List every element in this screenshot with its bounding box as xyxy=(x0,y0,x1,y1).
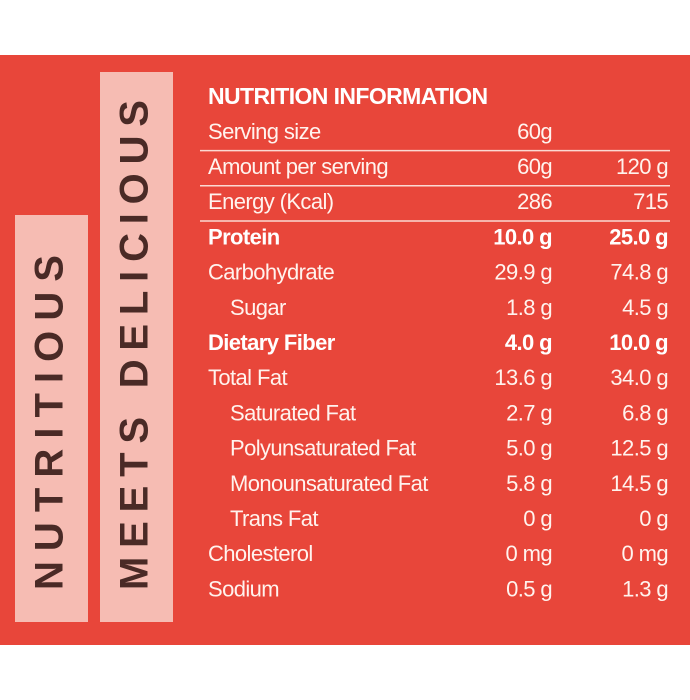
row-value: 34.0 g xyxy=(610,365,668,390)
row-label: Energy (Kcal) xyxy=(208,189,333,214)
row-value: 715 xyxy=(633,189,668,214)
row-label: Saturated Fat xyxy=(230,400,356,425)
row-label: Carbohydrate xyxy=(208,260,334,285)
row-value: 0 g xyxy=(523,506,552,531)
row-value: 5.0 g xyxy=(506,436,552,461)
row-value: 60g xyxy=(517,119,552,144)
row-value: 4.5 g xyxy=(622,295,668,320)
table: Serving size 60g Amount per serving 60g 120 … xyxy=(200,119,670,601)
row-value: 4.0 g xyxy=(505,330,552,355)
row-value: 14.5 g xyxy=(610,471,668,496)
row-label: Dietary Fiber xyxy=(208,330,336,355)
row-value: 286 xyxy=(517,189,552,214)
row-value: 6.8 g xyxy=(622,400,668,425)
row-value: 74.8 g xyxy=(610,260,668,285)
row-label: Serving size xyxy=(208,119,321,144)
row-value: 0 mg xyxy=(621,541,668,566)
row-label: Total Fat xyxy=(208,365,287,390)
row-value: 13.6 g xyxy=(494,365,552,390)
banner-text: MEETS DELICIOUS xyxy=(113,100,157,590)
row-value: 60g xyxy=(517,154,552,179)
row-label: Monounsaturated Fat xyxy=(230,471,428,496)
row-label: Trans Fat xyxy=(230,506,318,531)
table-title: NUTRITION INFORMATION xyxy=(208,83,488,109)
row-label: Cholesterol xyxy=(208,541,313,566)
row-value: 0 g xyxy=(639,506,668,531)
row-value: 25.0 g xyxy=(609,224,668,249)
banner-box xyxy=(15,215,88,622)
row-label: Polyunsaturated Fat xyxy=(230,436,416,461)
row-value: 120 g xyxy=(616,154,668,179)
row-value: 10.0 g xyxy=(609,330,668,355)
row-value: 1.8 g xyxy=(506,295,552,320)
row-value: 29.9 g xyxy=(494,260,552,285)
row-value: 2.7 g xyxy=(506,400,552,425)
banner-box xyxy=(100,72,173,622)
row-value: 0.5 g xyxy=(506,576,552,601)
row-label: Sodium xyxy=(208,576,279,601)
row-value: 1.3 g xyxy=(622,576,668,601)
row-label: Protein xyxy=(208,224,280,249)
row-value: 12.5 g xyxy=(610,436,668,461)
row-label: Amount per serving xyxy=(208,154,388,179)
row-value: 0 mg xyxy=(505,541,552,566)
row-value: 5.8 g xyxy=(506,471,552,496)
row-value: 10.0 g xyxy=(493,224,552,249)
row-label: Sugar xyxy=(230,295,286,320)
